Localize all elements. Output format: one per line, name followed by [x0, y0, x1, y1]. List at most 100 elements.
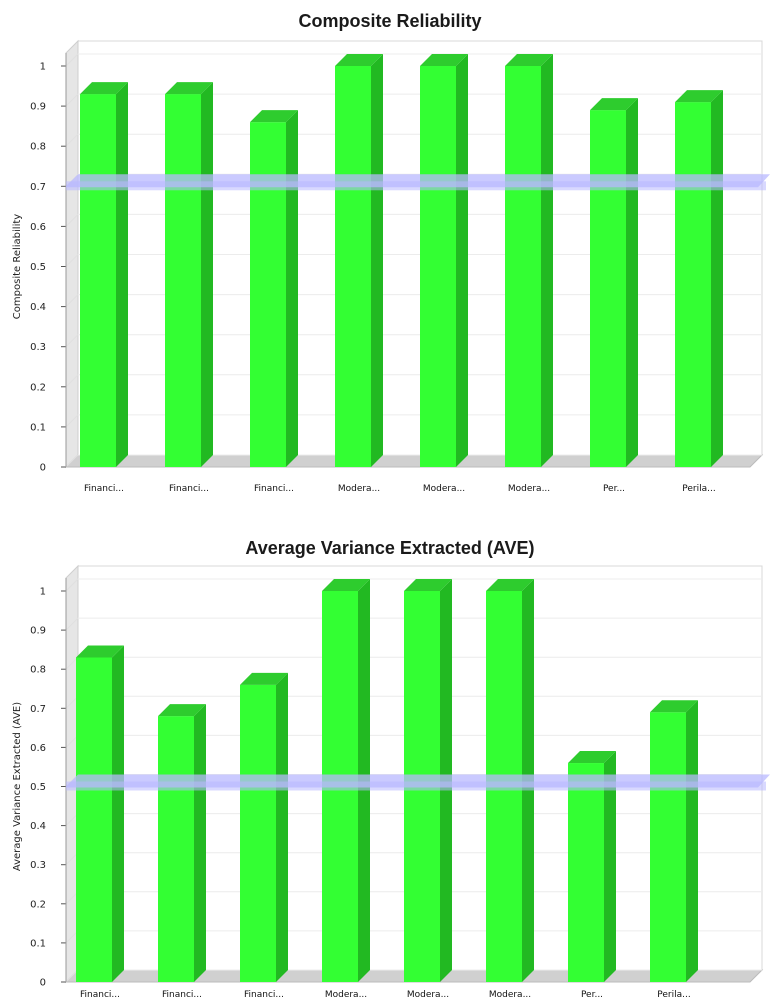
x-category-label: Modera...: [338, 484, 380, 494]
bar-front: [250, 122, 286, 467]
bar-top: [404, 579, 452, 591]
y-axis-title: Composite Reliability: [12, 214, 23, 319]
threshold-band-face: [66, 781, 766, 791]
y-tick-label: 0.7: [30, 182, 46, 193]
bar-side: [116, 82, 128, 467]
bar-top: [650, 700, 698, 713]
x-category-label: Modera...: [423, 484, 465, 494]
x-category-label: Financi...: [162, 990, 202, 1000]
ave-chart: Average Variance Extracted (AVE) 0 0.1 0.2 0…: [0, 500, 781, 1006]
bar-front: [675, 102, 711, 467]
chart-title: Average Variance Extracted (AVE): [245, 538, 534, 558]
grid-line-depth: [65, 133, 79, 147]
bar-side: [201, 82, 213, 467]
y-tick-label: 0: [40, 463, 46, 474]
bar-top: [158, 704, 206, 717]
bar-top: [80, 82, 128, 95]
bar: [250, 110, 298, 467]
y-tick-label: 0.9: [30, 626, 46, 637]
grid-line-depth: [65, 214, 79, 227]
bar-side: [286, 110, 298, 467]
bar-top: [76, 645, 124, 658]
bar: [158, 704, 206, 982]
bar: [335, 54, 383, 467]
grid-line-depth: [65, 334, 79, 348]
bar: [590, 98, 638, 468]
bar: [568, 751, 616, 982]
bar-front: [420, 66, 456, 467]
bar-front: [158, 716, 194, 982]
bar-top: [240, 672, 288, 685]
bar: [675, 90, 723, 467]
bar: [240, 672, 288, 982]
y-tick-label: 0.4: [30, 302, 46, 313]
bar-side: [541, 54, 553, 467]
grid-line-depth: [65, 254, 79, 267]
bar-top: [505, 54, 553, 66]
bar-front: [165, 94, 201, 467]
grid-line-depth: [65, 454, 79, 468]
y-tick-label: 0.5: [30, 782, 46, 793]
grid-line-depth: [65, 578, 79, 592]
bar-top: [250, 110, 298, 123]
bar-side: [276, 672, 288, 982]
x-category-label: Per...: [581, 990, 603, 1000]
bar: [80, 82, 128, 467]
bar-side: [604, 751, 616, 982]
bar: [420, 54, 468, 467]
bar-front: [80, 94, 116, 467]
bar-front: [76, 657, 112, 982]
composite-reliability-chart: Composite Reliability 0 0.1 0.2 0.3 0.4 0.5 0.6…: [0, 0, 781, 500]
grid-line-depth: [65, 617, 79, 631]
x-category-label: Modera...: [407, 990, 449, 1000]
y-tick-label: 0.8: [30, 665, 46, 676]
y-tick-label: 0.6: [30, 743, 46, 754]
y-axis-title: Average Variance Extracted (AVE): [12, 702, 23, 871]
bar-top: [486, 579, 534, 591]
bar-side: [371, 54, 383, 467]
x-category-label: Perila...: [682, 484, 715, 494]
grid-line-depth: [65, 414, 79, 428]
y-tick-label: 0.7: [30, 704, 46, 715]
y-tick-label: 0.2: [30, 899, 46, 910]
grid-line-depth: [65, 374, 79, 388]
x-category-label: Financi...: [80, 990, 120, 1000]
y-tick-label: 0.9: [30, 102, 46, 113]
threshold-band-face: [66, 181, 766, 191]
chart-title: Composite Reliability: [298, 11, 481, 31]
y-tick-label: 0.3: [30, 342, 46, 353]
bar-top: [590, 98, 638, 111]
bar-top: [420, 54, 468, 66]
bar-side: [194, 704, 206, 982]
bar-side: [686, 700, 698, 982]
bar-side: [112, 645, 124, 982]
x-category-label: Financi...: [254, 484, 294, 494]
grid-line-depth: [65, 294, 79, 307]
bar-top: [322, 579, 370, 591]
bar-top: [335, 54, 383, 66]
bar-front: [335, 66, 371, 467]
grid-line-depth: [65, 53, 79, 67]
bar-top: [675, 90, 723, 103]
y-tick-label: 0.4: [30, 821, 46, 832]
ave-svg: Average Variance Extracted (AVE) 0 0.1 0.2 0…: [12, 538, 770, 1000]
bar-side: [626, 98, 638, 468]
bar-top: [568, 751, 616, 764]
y-tick-label: 0.2: [30, 382, 46, 393]
bar-side: [711, 90, 723, 467]
x-category-label: Financi...: [169, 484, 209, 494]
y-tick-label: 0.3: [30, 860, 46, 871]
y-tick-label: 0.1: [30, 422, 46, 433]
bar: [165, 82, 213, 467]
x-category-label: Perila...: [657, 990, 690, 1000]
bar: [650, 700, 698, 982]
x-category-label: Modera...: [489, 990, 531, 1000]
y-tick-label: 0.1: [30, 938, 46, 949]
x-category-label: Modera...: [325, 990, 367, 1000]
y-tick-label: 0.5: [30, 262, 46, 273]
y-tick-label: 1: [40, 587, 46, 598]
y-tick-label: 0: [40, 978, 46, 989]
bar-front: [505, 66, 541, 467]
bar-front: [568, 763, 604, 982]
y-tick-label: 0.6: [30, 222, 46, 233]
